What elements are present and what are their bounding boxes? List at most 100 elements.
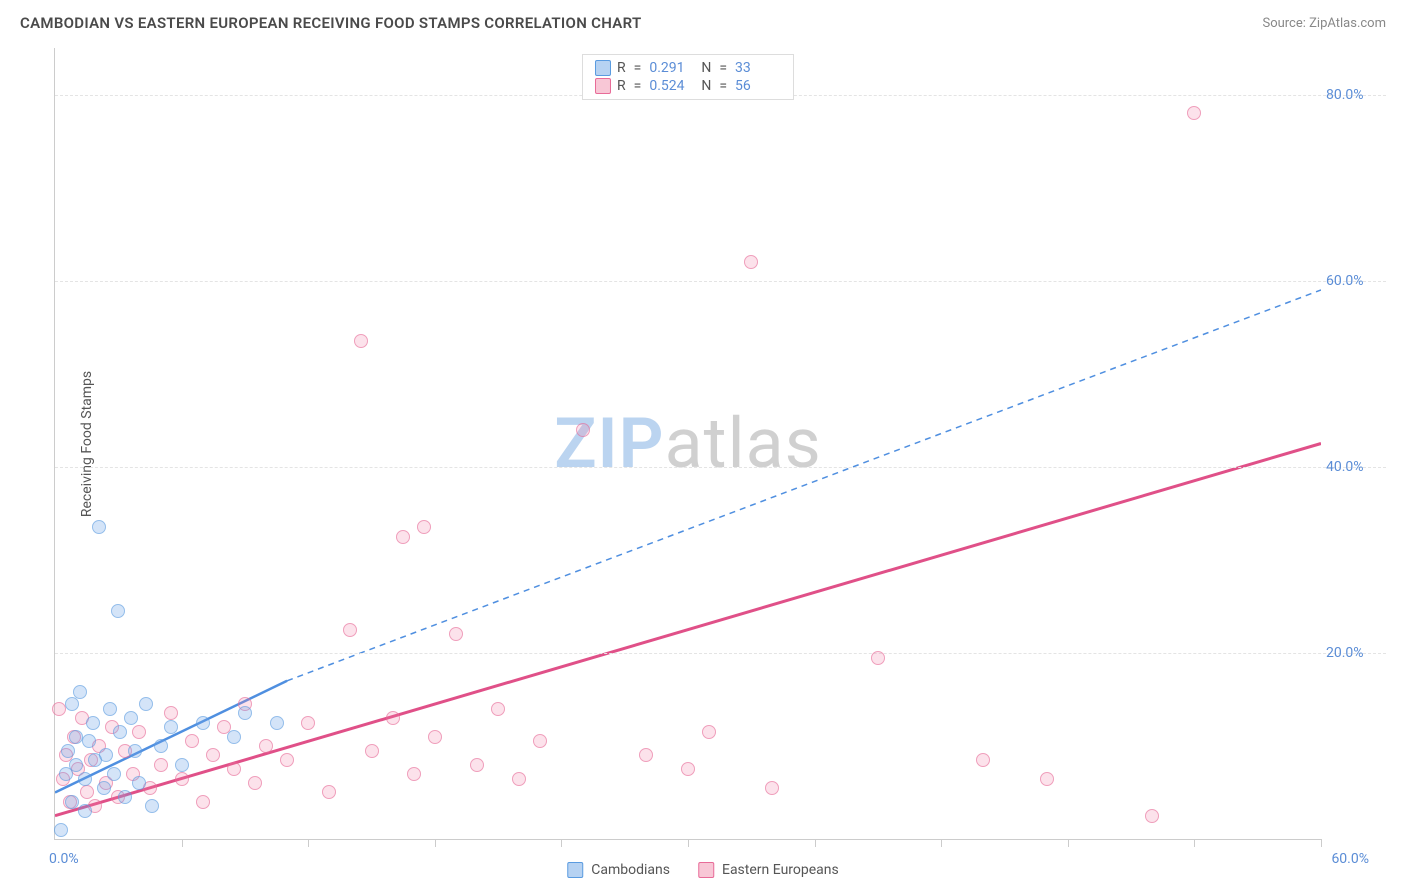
legend-n-label: N xyxy=(701,78,711,94)
chart-header: CAMBODIAN VS EASTERN EUROPEAN RECEIVING … xyxy=(0,0,1406,38)
watermark: ZIPatlas xyxy=(554,403,822,485)
data-point xyxy=(407,767,421,781)
data-point xyxy=(744,255,758,269)
gridline xyxy=(55,467,1386,468)
data-point xyxy=(154,758,168,772)
data-point xyxy=(175,758,189,772)
legend-swatch-blue xyxy=(595,60,611,76)
data-point xyxy=(128,744,142,758)
data-point xyxy=(248,776,262,790)
data-point xyxy=(639,748,653,762)
data-point xyxy=(196,716,210,730)
chart-title: CAMBODIAN VS EASTERN EUROPEAN RECEIVING … xyxy=(20,14,641,32)
data-point xyxy=(259,739,273,753)
legend-r-value: 0.291 xyxy=(649,60,695,76)
data-point xyxy=(196,795,210,809)
data-point xyxy=(512,772,526,786)
x-tick xyxy=(688,839,689,847)
data-point xyxy=(80,785,94,799)
data-point xyxy=(54,823,68,837)
data-point xyxy=(354,334,368,348)
data-point xyxy=(132,776,146,790)
data-point xyxy=(103,702,117,716)
data-point xyxy=(396,530,410,544)
x-tick xyxy=(1321,839,1322,847)
x-origin-label: 0.0% xyxy=(49,851,79,867)
data-point xyxy=(681,762,695,776)
data-point xyxy=(206,748,220,762)
data-point xyxy=(61,744,75,758)
data-point xyxy=(86,716,100,730)
data-point xyxy=(111,604,125,618)
data-point xyxy=(417,520,431,534)
data-point xyxy=(428,730,442,744)
data-point xyxy=(185,734,199,748)
x-max-label: 60.0% xyxy=(1331,851,1369,867)
x-tick xyxy=(815,839,816,847)
data-point xyxy=(164,720,178,734)
data-point xyxy=(976,753,990,767)
data-point xyxy=(449,627,463,641)
data-point xyxy=(82,734,96,748)
data-point xyxy=(491,702,505,716)
data-point xyxy=(139,697,153,711)
data-point xyxy=(175,772,189,786)
data-point xyxy=(576,423,590,437)
legend-n-label: N xyxy=(701,60,711,76)
data-point xyxy=(702,725,716,739)
x-tick xyxy=(182,839,183,847)
x-tick xyxy=(561,839,562,847)
legend-correlation: R = 0.291 N = 33 R = 0.524 N = 56 xyxy=(582,54,794,100)
legend-r-value: 0.524 xyxy=(649,78,695,94)
x-tick xyxy=(1194,839,1195,847)
data-point xyxy=(97,781,111,795)
data-point xyxy=(533,734,547,748)
y-tick-label: 40.0% xyxy=(1326,459,1381,475)
legend-label: Cambodians xyxy=(591,862,670,878)
legend-swatch-pink xyxy=(595,78,611,94)
legend-n-value: 33 xyxy=(735,60,781,76)
data-point xyxy=(227,762,241,776)
legend-swatch-blue xyxy=(567,862,583,878)
y-tick-label: 20.0% xyxy=(1326,645,1381,661)
data-point xyxy=(1040,772,1054,786)
data-point xyxy=(65,795,79,809)
data-point xyxy=(124,711,138,725)
data-point xyxy=(145,799,159,813)
data-point xyxy=(69,758,83,772)
data-point xyxy=(322,785,336,799)
legend-row: R = 0.291 N = 33 xyxy=(595,59,781,77)
y-tick-label: 60.0% xyxy=(1326,273,1381,289)
data-point xyxy=(164,706,178,720)
legend-series: Cambodians Eastern Europeans xyxy=(567,862,839,878)
data-point xyxy=(113,725,127,739)
legend-label: Eastern Europeans xyxy=(722,862,839,878)
data-point xyxy=(871,651,885,665)
data-point xyxy=(1187,106,1201,120)
data-point xyxy=(65,697,79,711)
data-point xyxy=(78,804,92,818)
y-tick-label: 80.0% xyxy=(1326,87,1381,103)
x-tick xyxy=(308,839,309,847)
x-tick xyxy=(435,839,436,847)
plot-area: ZIPatlas R = 0.291 N = 33 R = 0.524 N = … xyxy=(54,48,1321,840)
gridline xyxy=(55,281,1386,282)
legend-item: Cambodians xyxy=(567,862,670,878)
data-point xyxy=(107,767,121,781)
data-point xyxy=(470,758,484,772)
data-point xyxy=(227,730,241,744)
data-point xyxy=(132,725,146,739)
data-point xyxy=(238,706,252,720)
legend-item: Eastern Europeans xyxy=(698,862,839,878)
data-point xyxy=(118,790,132,804)
legend-swatch-pink xyxy=(698,862,714,878)
data-point xyxy=(765,781,779,795)
legend-n-value: 56 xyxy=(735,78,781,94)
legend-row: R = 0.524 N = 56 xyxy=(595,77,781,95)
data-point xyxy=(386,711,400,725)
legend-r-label: R xyxy=(617,60,626,76)
data-point xyxy=(301,716,315,730)
data-point xyxy=(343,623,357,637)
plot-wrap: Receiving Food Stamps ZIPatlas R = 0.291… xyxy=(54,48,1386,840)
data-point xyxy=(73,685,87,699)
